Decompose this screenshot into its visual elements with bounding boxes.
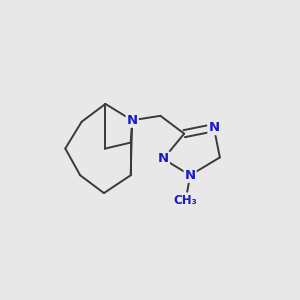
Text: N: N bbox=[184, 169, 196, 182]
Text: N: N bbox=[127, 114, 138, 127]
Text: CH₃: CH₃ bbox=[174, 194, 197, 207]
Text: N: N bbox=[208, 121, 220, 134]
Text: N: N bbox=[158, 152, 169, 165]
